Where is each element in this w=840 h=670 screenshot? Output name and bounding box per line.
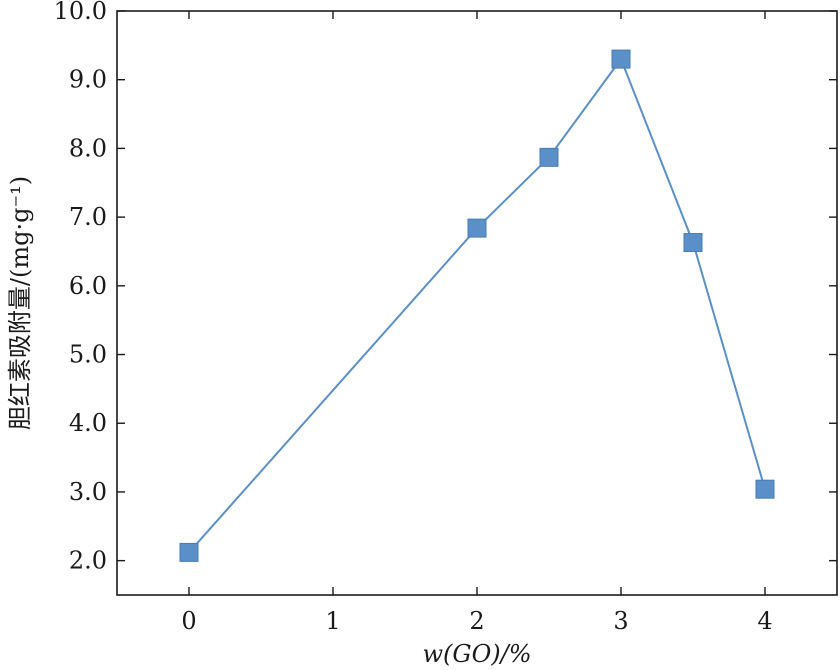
data-point-marker [467,218,487,238]
series-line [188,57,766,554]
x-tick-label: 2 [469,607,484,635]
y-tick-label: 10.0 [54,0,107,25]
y-axis-title: 胆红素吸附量/(mg·g⁻¹) [6,176,34,430]
y-tick-label: 3.0 [69,478,107,506]
x-tick-label: 4 [757,607,772,635]
x-axis: 0 1 2 3 4 [181,11,773,635]
data-point-marker [179,542,199,562]
series-layer [179,49,775,562]
x-tick-label: 3 [613,607,628,635]
x-tick-label: 1 [325,607,340,635]
y-tick-label: 5.0 [69,341,107,369]
y-tick-label: 9.0 [69,66,107,94]
y-tick-label: 4.0 [69,409,107,437]
plot-frame [116,10,838,596]
x-tick-label: 0 [181,607,196,635]
y-tick-label: 6.0 [69,272,107,300]
x-axis-title: w(GO)/% [422,640,531,668]
data-point-marker [755,479,775,499]
y-tick-label: 8.0 [69,134,107,162]
data-point-marker [683,233,703,253]
data-point-marker [611,49,631,69]
y-axis: 2.0 3.0 4.0 5.0 6.0 7.0 8.0 9.0 10.0 [54,0,837,575]
y-tick-label: 2.0 [69,547,107,575]
y-tick-label: 7.0 [69,203,107,231]
data-point-marker [539,147,559,167]
